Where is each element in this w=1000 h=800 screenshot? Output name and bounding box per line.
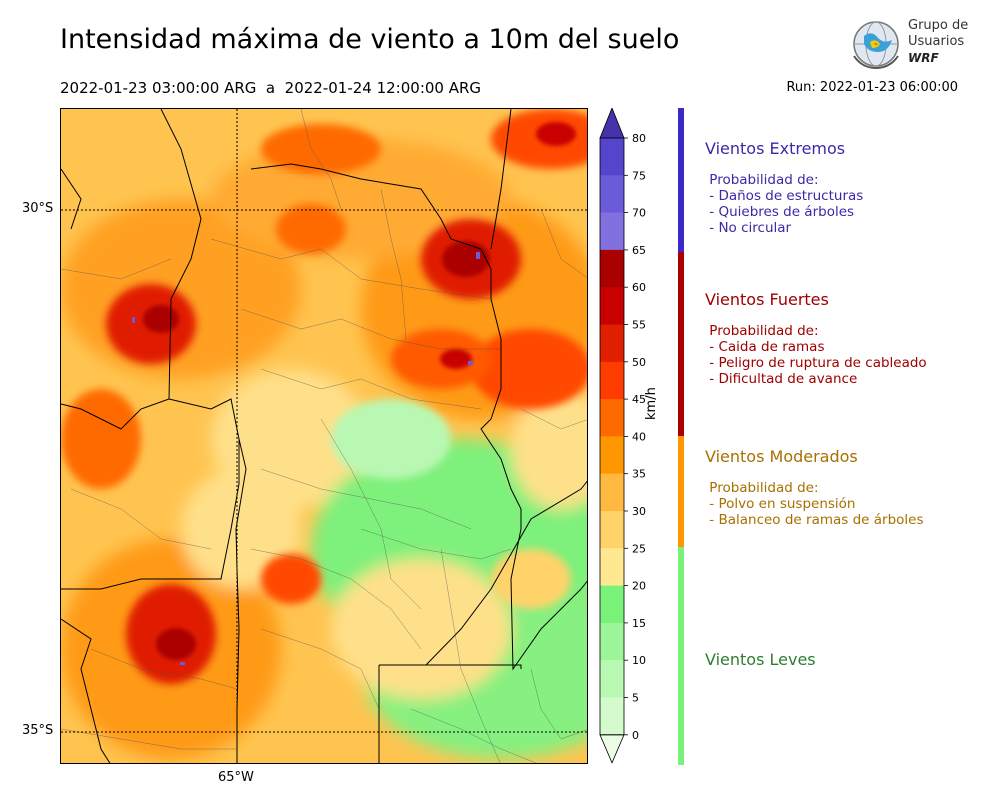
legend-title-extremos: Vientos Extremos [705, 139, 846, 158]
colorbar-band [600, 287, 624, 325]
colorbar-tick-label: 50 [632, 356, 646, 369]
wind-field [61, 109, 587, 763]
map-title: Intensidad máxima de viento a 10m del su… [60, 24, 680, 55]
legend-title-fuertes: Vientos Fuertes [705, 290, 829, 309]
colorbar-tick-label: 55 [632, 319, 646, 332]
colorbar-tick-label: 75 [632, 169, 646, 182]
logo-line-1: Grupo de [908, 18, 969, 33]
legend-bar-leves [678, 547, 684, 765]
legend-bar-fuertes [678, 252, 684, 436]
legend-text-extremos: Probabilidad de: - Daños de estructuras … [709, 172, 864, 236]
legend-title-leves: Vientos Leves [705, 650, 816, 669]
lon-label-65w: 65°W [218, 770, 254, 785]
colorbar-band [600, 660, 624, 698]
colorbar-band [600, 138, 624, 176]
legend-text-moderados: Probabilidad de: - Polvo en suspensión -… [709, 480, 924, 528]
colorbar-tick-label: 15 [632, 617, 646, 630]
run-time: Run: 2022-01-23 06:00:00 [786, 80, 958, 95]
colorbar-extend-bottom [599, 734, 625, 764]
colorbar-tick-label: 40 [632, 430, 646, 443]
colorbar-band [600, 585, 624, 624]
colorbar-tick-label: 60 [632, 281, 646, 294]
colorbar-band [600, 511, 624, 549]
legend-title-moderados: Vientos Moderados [705, 447, 858, 466]
globe-icon [853, 21, 899, 70]
colorbar-band [600, 175, 624, 214]
colorbar-tick-label: 0 [632, 729, 639, 742]
colorbar-band [600, 622, 624, 661]
wind-map [60, 108, 588, 764]
colorbar-band [600, 548, 624, 587]
colorbar-band [600, 697, 624, 736]
colorbar: 80 75 70 65 60 55 50 45 40 35 30 25 20 15 10 5 0 [598, 106, 658, 768]
colorbar-tick-label: 5 [632, 692, 639, 705]
legend-text-fuertes: Probabilidad de: - Caida de ramas - Peli… [709, 323, 927, 387]
lat-label-30s: 30°S [22, 201, 54, 216]
colorbar-band [600, 473, 624, 512]
logo-line-2: Usuarios [908, 34, 965, 49]
colorbar-tick-label: 10 [632, 654, 646, 667]
colorbar-band [600, 212, 624, 251]
legend-bar-moderados [678, 436, 684, 547]
colorbar-tick-label: 45 [632, 393, 646, 406]
colorbar-tick-label: 30 [632, 505, 646, 518]
legend-bar-extremos [678, 108, 684, 252]
colorbar-unit: km/h [644, 387, 659, 420]
colorbar-tick-label: 65 [632, 244, 646, 257]
wrf-logo: Grupo de Usuarios WRF [848, 16, 978, 72]
colorbar-band [600, 249, 624, 288]
colorbar-tick-label: 25 [632, 542, 646, 555]
lat-label-35s: 35°S [22, 723, 54, 738]
colorbar-tick-label: 20 [632, 580, 646, 593]
colorbar-band [600, 361, 624, 400]
colorbar-tick-label: 35 [632, 468, 646, 481]
colorbar-band [600, 436, 624, 475]
colorbar-band [600, 399, 624, 437]
colorbar-band [600, 324, 624, 363]
valid-period: 2022-01-23 03:00:00 ARG a 2022-01-24 12:… [60, 79, 482, 97]
colorbar-extend-top [599, 106, 625, 139]
colorbar-tick-label: 80 [632, 132, 646, 145]
colorbar-tick-label: 70 [632, 207, 646, 220]
logo-line-3: WRF [908, 51, 939, 65]
